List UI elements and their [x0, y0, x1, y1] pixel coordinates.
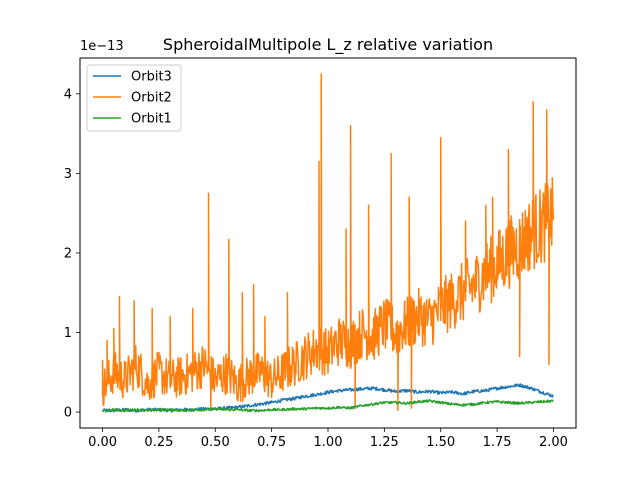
- x-tick-label: 1.25: [370, 435, 399, 450]
- series-line-orbit1: [102, 399, 554, 413]
- y-tick-label: 3: [64, 167, 72, 182]
- x-axis: 0.00 0.25 0.50 0.75 1.00 1.25 1.50 1.75 2.00: [88, 428, 568, 450]
- legend: Orbit3 Orbit2 Orbit1: [86, 64, 182, 132]
- legend-label-orbit2: Orbit2: [131, 91, 172, 106]
- legend-label-orbit1: Orbit1: [131, 112, 172, 127]
- x-tick-label: 0.00: [88, 435, 117, 450]
- y-tick-label: 0: [64, 406, 72, 421]
- y-tick-label: 1: [64, 326, 72, 341]
- x-tick-label: 0.50: [201, 435, 230, 450]
- y-offset-label: 1e−13: [80, 39, 124, 54]
- y-tick-label: 4: [64, 87, 72, 102]
- x-tick-label: 1.75: [483, 435, 512, 450]
- series-line-orbit2: [101, 73, 555, 412]
- x-tick-label: 1.00: [314, 435, 343, 450]
- x-tick-label: 1.50: [426, 435, 455, 450]
- series-layer: [101, 73, 555, 413]
- legend-label-orbit3: Orbit3: [131, 70, 172, 85]
- legend-box: [86, 64, 182, 132]
- x-tick-label: 0.75: [257, 435, 286, 450]
- x-tick-label: 0.25: [144, 435, 173, 450]
- y-axis: 0 1 2 3 4: [64, 87, 80, 421]
- y-tick-label: 2: [64, 246, 72, 261]
- chart-title: SpheroidalMultipole L_z relative variati…: [163, 35, 493, 55]
- x-tick-label: 2.00: [539, 435, 568, 450]
